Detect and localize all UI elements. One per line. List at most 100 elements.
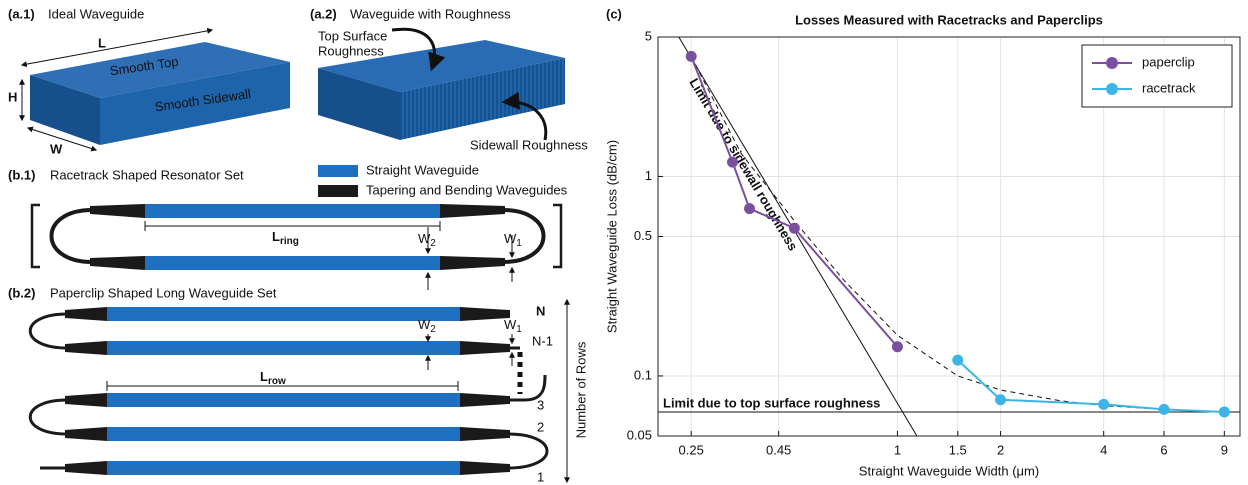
y-tick-label: 1 bbox=[645, 168, 652, 183]
point bbox=[1218, 406, 1230, 418]
straight-waveguide bbox=[107, 461, 460, 475]
straight-waveguide bbox=[145, 256, 440, 270]
panel-title: Ideal Waveguide bbox=[48, 6, 144, 21]
dim-label: Lrow bbox=[260, 369, 286, 386]
axis-label: Number of Rows bbox=[573, 341, 588, 438]
point bbox=[744, 203, 756, 215]
dim-label: 2 bbox=[430, 324, 436, 335]
box-top bbox=[30, 42, 290, 98]
chart-title: Losses Measured with Racetracks and Pape… bbox=[795, 12, 1103, 27]
dim-label: row bbox=[268, 376, 286, 387]
taper bbox=[65, 461, 510, 475]
legend-text: Straight Waveguide bbox=[366, 162, 479, 177]
bracket bbox=[30, 203, 563, 269]
dim-label: W2 bbox=[418, 317, 436, 334]
callout: Sidewall Roughness bbox=[470, 137, 588, 152]
dim-label: W bbox=[50, 141, 63, 156]
legend-marker bbox=[1106, 57, 1118, 69]
panel-tag: (b.1) bbox=[8, 167, 35, 182]
x-tick-label: 1 bbox=[894, 442, 901, 457]
taper bbox=[65, 307, 510, 321]
taper bbox=[90, 204, 505, 270]
legend-text: Tapering and Bending Waveguides bbox=[366, 182, 568, 197]
dim-arrow bbox=[26, 126, 98, 152]
dim-label: H bbox=[8, 89, 17, 104]
dim-label: W bbox=[418, 231, 431, 246]
straight-waveguide bbox=[145, 204, 440, 218]
dim-label: 1 bbox=[516, 238, 522, 249]
legend-swatch bbox=[318, 165, 358, 177]
box-end bbox=[318, 68, 400, 140]
callout-arrow bbox=[501, 91, 548, 141]
straight-waveguide bbox=[107, 341, 460, 355]
panel-a2: (a.2) Waveguide with Roughness Top Surfa… bbox=[310, 6, 588, 152]
panel-title: Paperclip Shaped Long Waveguide Set bbox=[50, 285, 277, 300]
dim-label: W1 bbox=[504, 317, 522, 334]
legend-swatch bbox=[318, 185, 358, 197]
panel-tag: (c) bbox=[606, 6, 622, 21]
row-label: N-1 bbox=[532, 333, 553, 348]
reference-line bbox=[678, 37, 918, 436]
dim-label: W bbox=[504, 231, 517, 246]
point bbox=[952, 354, 964, 366]
callout: Roughness bbox=[318, 43, 384, 58]
row-label: 3 bbox=[537, 397, 544, 412]
taper bbox=[65, 341, 510, 355]
x-tick-label: 6 bbox=[1160, 442, 1167, 457]
x-tick-label: 1.5 bbox=[949, 442, 967, 457]
x-tick-label: 2 bbox=[997, 442, 1004, 457]
legend-label: racetrack bbox=[1142, 80, 1196, 95]
panel-tag: (b.2) bbox=[8, 285, 35, 300]
panel-b1: (b.1) Racetrack Shaped Resonator Set Lri… bbox=[8, 167, 563, 290]
bend bbox=[49, 208, 546, 264]
dim-label: 2 bbox=[430, 238, 436, 249]
panel-title: Racetrack Shaped Resonator Set bbox=[50, 167, 244, 182]
callout: Top Surface bbox=[318, 28, 387, 43]
dim-arrow bbox=[20, 27, 214, 68]
panel-tag: (a.1) bbox=[8, 6, 35, 21]
point bbox=[995, 394, 1007, 406]
y-tick-label: 0.05 bbox=[627, 427, 652, 442]
dim-label: W2 bbox=[418, 231, 436, 248]
fit-line bbox=[690, 56, 1225, 413]
point bbox=[891, 341, 903, 353]
taper bbox=[65, 393, 510, 407]
box-side bbox=[100, 62, 290, 145]
box-side bbox=[400, 58, 565, 140]
panel-tag: (a.2) bbox=[310, 6, 337, 21]
plot-frame bbox=[657, 36, 1241, 437]
dim-label: W1 bbox=[504, 231, 522, 248]
y-tick-label: 5 bbox=[645, 28, 652, 43]
x-tick-label: 0.25 bbox=[679, 442, 704, 457]
dim-label: L bbox=[272, 229, 280, 244]
dim-label: Lring bbox=[272, 229, 299, 246]
point bbox=[727, 156, 739, 168]
dim-label: 1 bbox=[516, 324, 522, 335]
point bbox=[1158, 403, 1170, 415]
dim-label: W bbox=[504, 317, 517, 332]
legend-box bbox=[1081, 44, 1233, 108]
y-tick-label: 0.1 bbox=[634, 367, 652, 382]
y-axis-label: Straight Waveguide Loss (dB/cm) bbox=[604, 140, 619, 333]
point bbox=[1098, 398, 1110, 410]
panel-b2: (b.2) Paperclip Shaped Long Waveguide Se… bbox=[8, 285, 588, 484]
row-label: N bbox=[536, 303, 545, 318]
straight-waveguide bbox=[107, 427, 460, 441]
point bbox=[788, 222, 800, 234]
rows bbox=[65, 307, 510, 475]
row-label: 1 bbox=[537, 469, 544, 484]
x-tick-label: 9 bbox=[1221, 442, 1228, 457]
dim-label: ring bbox=[280, 236, 299, 247]
callout-arrow bbox=[391, 27, 446, 72]
panel-a1: (a.1) Ideal Waveguide L H W Smooth Top S… bbox=[8, 6, 290, 156]
row-label: 2 bbox=[537, 419, 544, 434]
dim-label: W bbox=[418, 317, 431, 332]
dim-label: L bbox=[98, 35, 106, 50]
bend bbox=[28, 312, 549, 470]
panel-title: Waveguide with Roughness bbox=[350, 6, 511, 21]
point bbox=[685, 50, 697, 62]
straight-waveguide bbox=[107, 393, 460, 407]
annotation: Limit due to top surface roughness bbox=[663, 395, 880, 410]
legend-label: paperclip bbox=[1142, 54, 1195, 69]
